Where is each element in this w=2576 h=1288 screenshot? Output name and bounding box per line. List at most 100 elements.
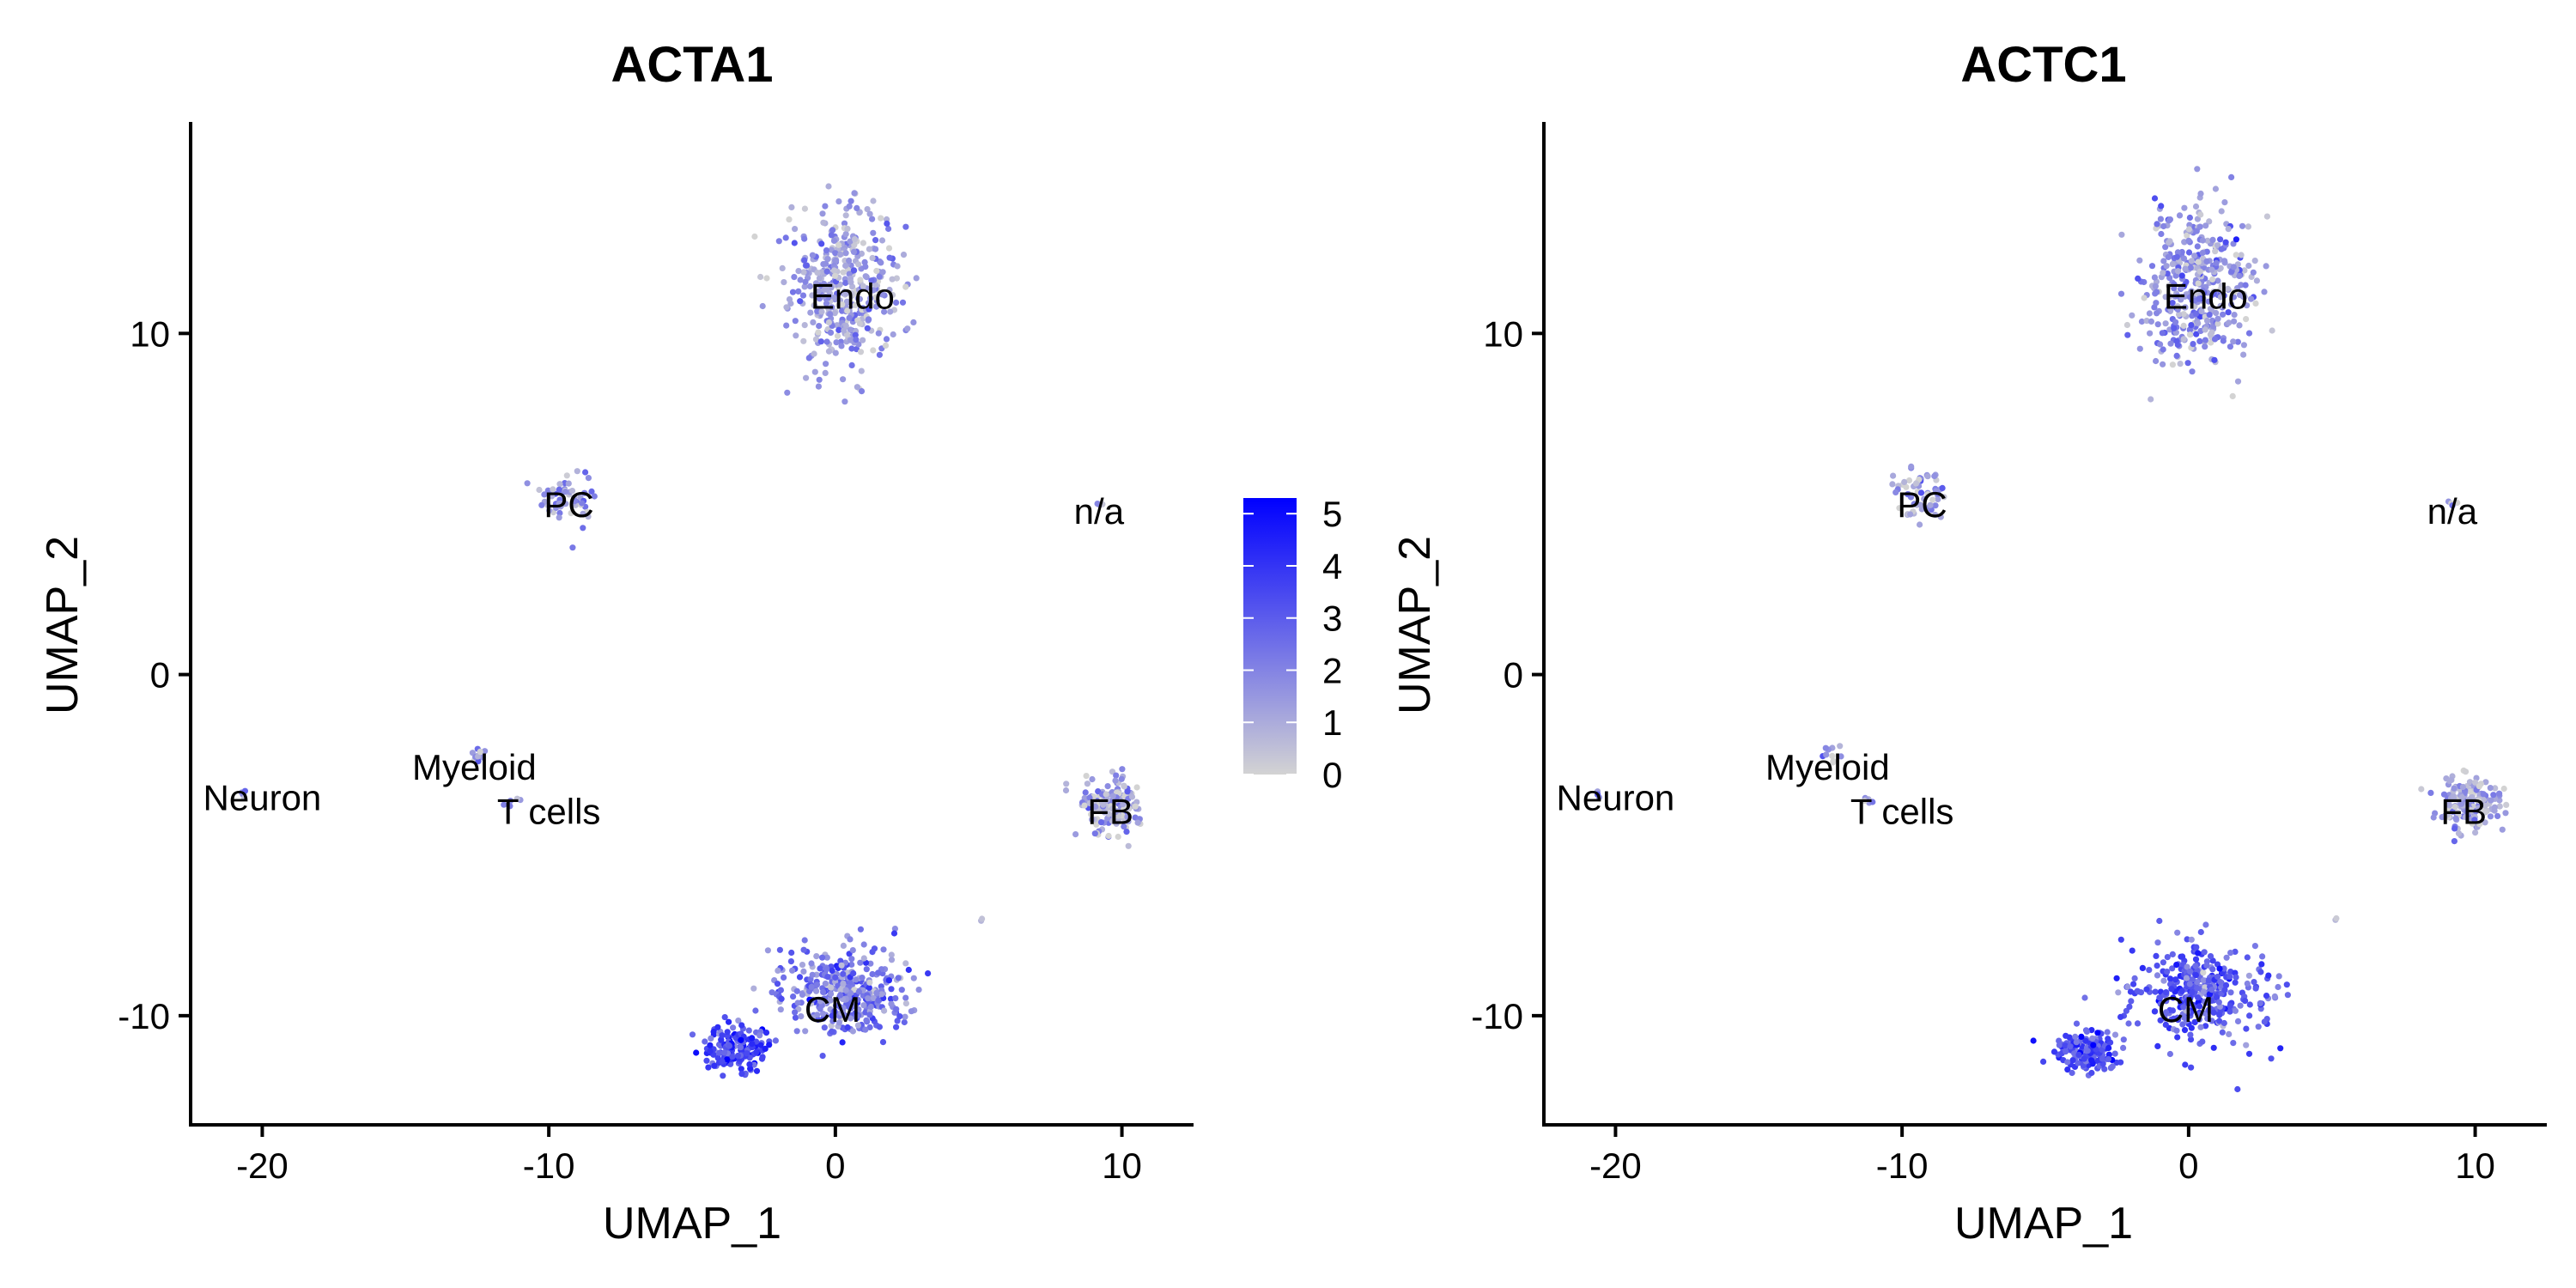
cell-point	[524, 480, 531, 487]
cluster-label-endo: Endo	[811, 276, 895, 317]
cell-point	[1125, 842, 1132, 849]
cell-point	[2231, 318, 2238, 325]
cell-point	[2230, 264, 2237, 270]
cell-point	[2251, 979, 2257, 986]
cell-point	[2480, 791, 2487, 798]
cell-point	[872, 294, 879, 301]
cell-point	[802, 278, 809, 285]
cell-point	[852, 301, 859, 308]
cell-point	[873, 990, 880, 997]
cell-point	[830, 267, 838, 274]
cell-point	[753, 1048, 760, 1055]
cell-point	[823, 268, 830, 275]
cell-point	[2238, 252, 2245, 258]
cell-point	[1115, 833, 1121, 841]
cell-point	[752, 1007, 759, 1014]
cell-point	[2153, 952, 2160, 959]
cell-point	[893, 1024, 900, 1030]
cell-point	[1083, 773, 1090, 780]
cell-point	[2225, 309, 2232, 316]
cell-point	[2440, 791, 2448, 798]
cell-point	[2167, 340, 2174, 347]
cell-point	[2232, 948, 2239, 955]
y-ticks-actc1: -10 0 10	[1471, 313, 1544, 1036]
cell-point	[746, 1060, 753, 1068]
cell-point	[818, 308, 825, 315]
cell-point	[2225, 226, 2232, 233]
cell-point	[2454, 809, 2461, 816]
cell-point	[556, 481, 563, 488]
cell-point	[799, 962, 806, 969]
cell-point	[2220, 311, 2227, 318]
cell-point	[2215, 999, 2222, 1005]
cell-point	[849, 947, 856, 954]
cell-point	[902, 1000, 909, 1007]
cluster-label-myeloid: Myeloid	[1765, 747, 1890, 787]
cell-point	[2147, 330, 2154, 337]
cell-point	[2472, 779, 2479, 786]
cell-point	[2195, 994, 2202, 1001]
cell-point	[834, 332, 841, 339]
cell-point	[2224, 285, 2232, 292]
cell-point	[870, 229, 877, 236]
cell-point	[2117, 290, 2125, 297]
cell-point	[875, 330, 882, 337]
cell-point	[915, 987, 922, 993]
cell-point	[718, 1036, 725, 1043]
cell-point	[2153, 300, 2160, 307]
cell-point	[2191, 1018, 2198, 1026]
x-tick-label: -20	[236, 1145, 289, 1186]
cell-point	[840, 970, 847, 977]
cell-point	[816, 323, 823, 330]
cell-point	[2187, 994, 2194, 1001]
cell-point	[2476, 821, 2483, 828]
cell-point	[2245, 262, 2252, 270]
cell-point	[2243, 1025, 2250, 1032]
cell-point	[2138, 318, 2145, 325]
cell-point	[2090, 1042, 2097, 1048]
cell-point	[858, 368, 865, 374]
cell-point	[832, 250, 839, 257]
cluster-labels-actc1: Endo PC n/a Myeloid T cells Neuron FB CM	[1557, 276, 2488, 1030]
cell-point	[857, 276, 864, 283]
cell-point	[1112, 777, 1119, 784]
cell-point	[796, 974, 804, 981]
cell-point	[2492, 785, 2499, 792]
cell-point	[811, 302, 818, 309]
cell-point	[2160, 258, 2167, 264]
cell-point	[910, 975, 917, 981]
cell-point	[2430, 814, 2437, 821]
cell-point	[536, 486, 543, 494]
cell-point	[2228, 173, 2235, 180]
cell-point	[869, 970, 876, 978]
cell-point	[2196, 1016, 2202, 1023]
cell-point	[2178, 294, 2185, 301]
cell-point	[818, 240, 825, 247]
cell-point	[822, 203, 829, 210]
cell-point	[825, 319, 833, 326]
cell-point	[825, 348, 833, 355]
cell-point	[823, 301, 830, 307]
cell-point	[812, 280, 820, 287]
cell-point	[2166, 975, 2174, 982]
cell-point	[870, 197, 877, 204]
cell-point	[2480, 796, 2487, 804]
cell-point	[562, 489, 569, 495]
cell-point	[2181, 304, 2189, 311]
cell-point	[848, 999, 854, 1006]
cell-point	[848, 197, 854, 204]
cell-point	[856, 295, 864, 302]
cell-point	[1134, 819, 1141, 826]
cell-point	[2188, 322, 2195, 329]
cell-point	[2148, 396, 2154, 403]
cell-point	[1924, 490, 1931, 498]
cell-point	[2160, 346, 2166, 353]
cell-point	[783, 304, 790, 311]
cell-point	[2167, 306, 2174, 313]
cell-point	[2194, 166, 2201, 173]
cell-point	[902, 994, 909, 1001]
cell-point	[809, 1014, 817, 1021]
cell-point	[2196, 223, 2203, 230]
cell-point	[851, 241, 858, 248]
cell-point	[842, 212, 849, 219]
